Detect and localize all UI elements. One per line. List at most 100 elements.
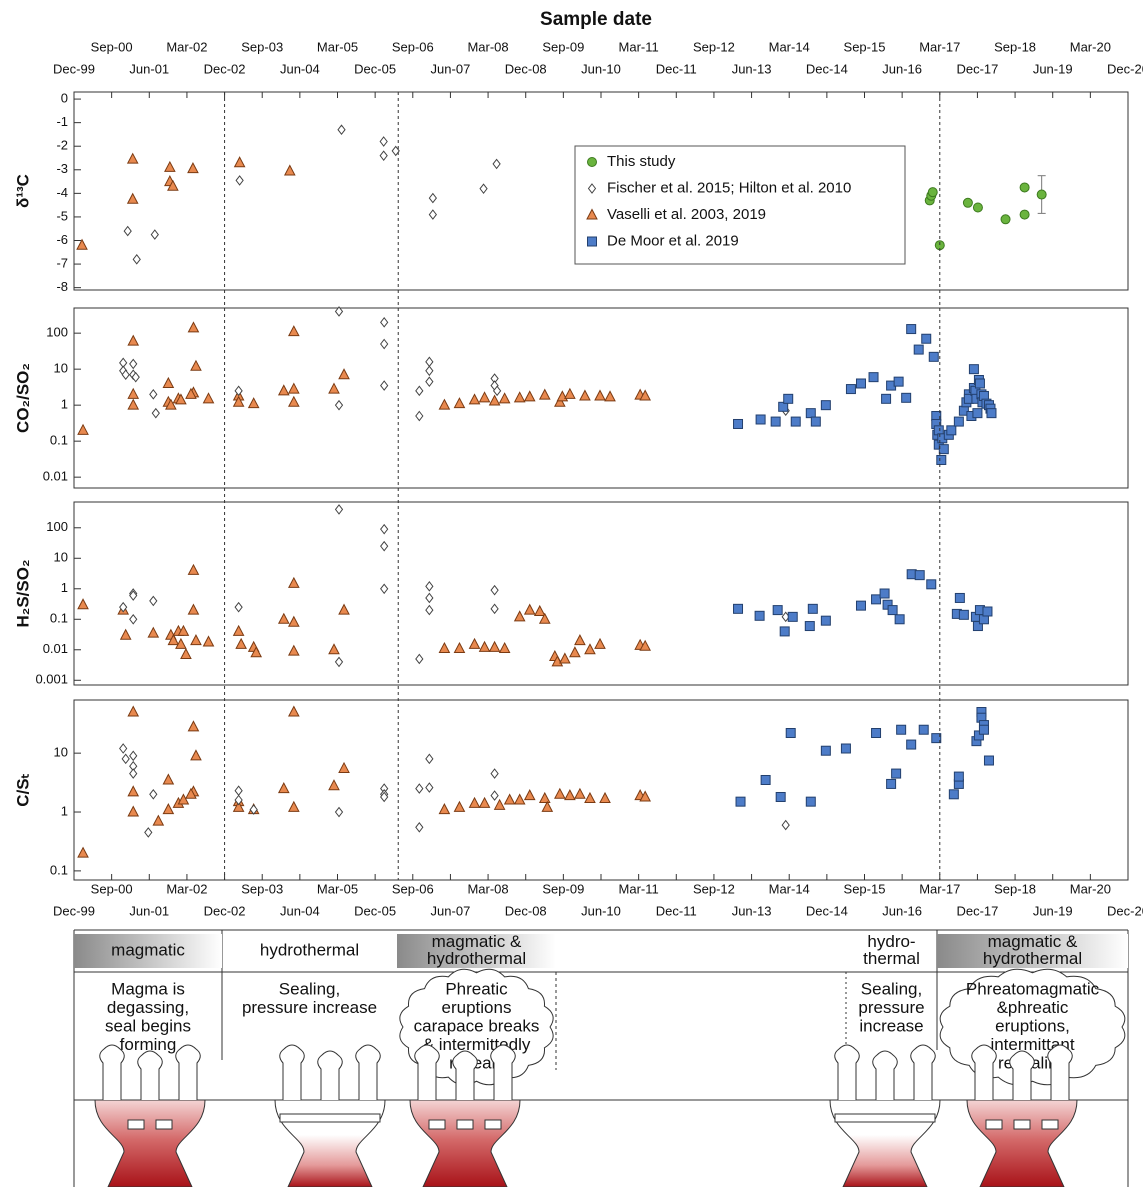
seal-layer xyxy=(834,1113,936,1123)
volcano-finger xyxy=(452,1050,478,1100)
data-point xyxy=(564,387,576,399)
volcano xyxy=(966,1044,1078,1187)
data-point xyxy=(755,414,766,425)
volcano-finger xyxy=(1009,1050,1035,1100)
data-point xyxy=(185,387,197,399)
data-point xyxy=(77,846,89,858)
data-point xyxy=(235,637,247,649)
x-tick-label: Dec-11 xyxy=(656,61,697,76)
seal-block xyxy=(127,1119,145,1130)
data-point xyxy=(953,771,964,782)
x-tick-label: Mar-05 xyxy=(317,881,358,896)
data-point xyxy=(820,615,831,626)
x-tick-label: Sep-12 xyxy=(693,39,735,54)
x-tick-label: Dec-02 xyxy=(204,903,246,918)
x-tick-label: Jun-04 xyxy=(280,903,320,918)
legend-label: Vaselli et al. 2003, 2019 xyxy=(607,206,766,223)
phase-header-bg xyxy=(74,934,222,968)
x-tick-label: Mar-20 xyxy=(1070,881,1111,896)
data-point xyxy=(185,787,197,799)
phase-label: magmatic xyxy=(111,940,185,959)
data-point xyxy=(119,743,128,754)
seal-block xyxy=(428,1119,446,1130)
data-point xyxy=(523,603,536,615)
data-point xyxy=(490,584,499,596)
data-point xyxy=(288,615,300,627)
data-point xyxy=(77,423,89,435)
y-tick-label: 10 xyxy=(54,550,68,565)
data-point xyxy=(882,599,893,610)
volcano xyxy=(274,1044,386,1187)
seal-block xyxy=(484,1119,502,1130)
data-point xyxy=(144,827,153,838)
data-point xyxy=(428,209,437,220)
data-point xyxy=(541,800,554,812)
data-point xyxy=(277,384,290,396)
data-point xyxy=(247,397,260,409)
panel-frame xyxy=(73,699,1129,881)
x-tick-label: Sep-18 xyxy=(994,39,1036,54)
data-point xyxy=(438,398,451,410)
data-point xyxy=(126,152,139,164)
x-tick-label: Jun-13 xyxy=(732,903,772,918)
x-tick-label: Sep-09 xyxy=(542,881,584,896)
data-point xyxy=(807,603,818,614)
x-tick-label: Jun-19 xyxy=(1033,61,1073,76)
data-point xyxy=(379,136,388,147)
y-tick-label: 10 xyxy=(54,361,68,376)
volcano-body xyxy=(274,1099,386,1187)
volcano xyxy=(829,1044,941,1187)
x-tick-label: Dec-99 xyxy=(53,61,95,76)
data-point xyxy=(523,390,536,402)
x-tick-label: Sep-00 xyxy=(91,39,133,54)
data-point xyxy=(162,773,175,785)
data-point xyxy=(425,592,434,604)
volcano-finger xyxy=(414,1044,440,1100)
data-point xyxy=(492,385,502,397)
data-point xyxy=(639,790,651,802)
data-point xyxy=(283,164,296,176)
x-tick-label: Jun-13 xyxy=(732,61,772,76)
data-point xyxy=(147,626,160,638)
phase-label: magmatic & xyxy=(432,932,522,951)
phase-text: degassing, xyxy=(107,998,189,1017)
data-point xyxy=(513,610,526,622)
volcano xyxy=(409,1044,521,1187)
volcano-body xyxy=(409,1099,521,1187)
phase-text: carapace breaks xyxy=(414,1016,540,1035)
data-point xyxy=(855,600,866,611)
phase-text: Magma is xyxy=(111,979,185,998)
data-point xyxy=(927,187,938,198)
x-tick-label: Dec-17 xyxy=(956,903,998,918)
phase-text: eruptions xyxy=(442,998,512,1017)
y-tick-label: 10 xyxy=(54,745,68,760)
data-point xyxy=(187,563,200,575)
x-tick-label: Jun-07 xyxy=(431,61,471,76)
x-tick-label: Sep-03 xyxy=(241,39,283,54)
data-point xyxy=(277,782,290,794)
data-point xyxy=(953,416,964,427)
data-point xyxy=(785,728,796,739)
data-point xyxy=(380,317,389,328)
x-tick-label: Sep-15 xyxy=(844,881,886,896)
data-point xyxy=(855,378,866,389)
x-tick-label: Mar-11 xyxy=(619,39,659,54)
data-point xyxy=(428,192,437,204)
data-point xyxy=(328,382,340,394)
data-point xyxy=(152,814,165,826)
data-point xyxy=(820,745,831,756)
data-point xyxy=(131,371,140,383)
phase-text: increase xyxy=(859,1016,923,1035)
data-point xyxy=(334,656,344,668)
data-point xyxy=(533,604,546,616)
x-tick-label: Sep-06 xyxy=(392,881,434,896)
data-point xyxy=(234,785,243,797)
data-point xyxy=(415,385,424,397)
data-point xyxy=(334,399,344,411)
data-point xyxy=(337,124,346,136)
data-point xyxy=(77,598,89,610)
phase-text: & intermittedly xyxy=(423,1035,531,1054)
y-tick-label: 0.01 xyxy=(43,641,68,656)
data-point xyxy=(288,395,300,407)
data-point xyxy=(1019,182,1030,193)
